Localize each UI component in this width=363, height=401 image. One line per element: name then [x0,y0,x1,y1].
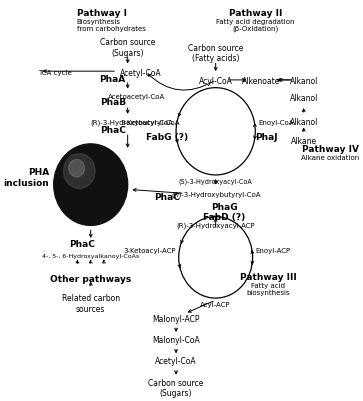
Text: Acetyl-CoA: Acetyl-CoA [120,69,162,78]
Text: Alkanol: Alkanol [289,94,318,103]
Text: 3-Ketoacyl-CoA: 3-Ketoacyl-CoA [121,119,174,125]
Text: 3-Ketoacyl-ACP: 3-Ketoacyl-ACP [123,247,176,253]
Text: Acyl-CoA: Acyl-CoA [199,77,233,86]
Text: Acetyl-CoA: Acetyl-CoA [155,356,197,365]
Circle shape [64,154,95,189]
Text: Enoyl-CoA: Enoyl-CoA [258,119,293,125]
Text: FabG (?): FabG (?) [146,132,188,141]
Text: Carbon source
(Fatty acids): Carbon source (Fatty acids) [188,44,243,63]
Text: Related carbon
sources: Related carbon sources [62,294,120,313]
Text: PhaC: PhaC [100,125,126,134]
Text: PhaC: PhaC [69,239,95,248]
Text: Pathway I: Pathway I [77,9,127,18]
Text: Alkenoate: Alkenoate [242,77,281,86]
Circle shape [54,144,128,226]
Text: Carbon source
(Sugars): Carbon source (Sugars) [148,378,204,397]
Text: PhaA: PhaA [99,75,126,84]
Text: PhaJ: PhaJ [256,132,278,141]
Text: Malonyl-ACP: Malonyl-ACP [152,314,200,323]
Text: Pathway IV: Pathway IV [302,144,359,154]
Text: PhaB: PhaB [99,98,126,107]
Text: Biosynthesis
from carbohydrates: Biosynthesis from carbohydrates [77,19,146,32]
Text: Fatty acid
biosynthesis: Fatty acid biosynthesis [246,282,290,295]
Text: (S)-3-Hydroxyacyl-CoA: (S)-3-Hydroxyacyl-CoA [179,178,253,185]
Text: Alkane oxidation: Alkane oxidation [301,154,359,160]
Text: PHA
inclusion: PHA inclusion [4,168,49,187]
Text: (R)-3-Hydroxybutyryl-CoA: (R)-3-Hydroxybutyryl-CoA [171,191,260,197]
Text: Fatty acid degradation
(β-Oxidation): Fatty acid degradation (β-Oxidation) [216,19,294,32]
Text: Alkanol: Alkanol [289,117,318,126]
Text: Pathway II: Pathway II [229,9,282,18]
Text: Carbon source
(Sugars): Carbon source (Sugars) [100,38,155,57]
Circle shape [69,160,85,177]
Text: 4-, 5-, 6-Hydroxyalkanoyl-CoAs: 4-, 5-, 6-Hydroxyalkanoyl-CoAs [42,253,139,258]
Text: PhaC: PhaC [154,193,180,202]
Text: (R)-3-Hydroxyacyl-ACP: (R)-3-Hydroxyacyl-ACP [176,222,255,229]
Text: Pathway III: Pathway III [240,272,297,281]
Text: Other pathways: Other pathways [50,274,131,283]
Text: TCA cycle: TCA cycle [38,70,72,76]
Text: PhaG
FabD (?): PhaG FabD (?) [203,203,246,222]
Text: Alkane: Alkane [291,137,317,146]
Text: Acetoacetyl-CoA: Acetoacetyl-CoA [108,94,165,100]
Text: (R)-3-Hydroxybutyryl-CoA: (R)-3-Hydroxybutyryl-CoA [90,119,179,126]
Text: Acyl-ACP: Acyl-ACP [200,301,231,307]
Text: Malonyl-CoA: Malonyl-CoA [152,335,200,344]
Text: Alkanol: Alkanol [289,77,318,86]
Text: Enoyl-ACP: Enoyl-ACP [255,247,290,253]
